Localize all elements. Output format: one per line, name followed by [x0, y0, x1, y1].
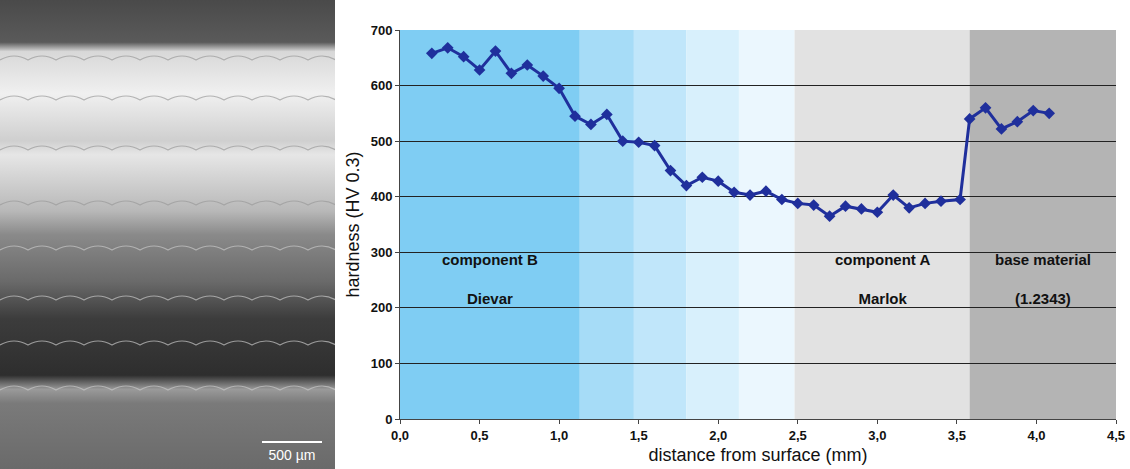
svg-text:0: 0	[385, 412, 392, 427]
svg-text:base material(1.2343): base material(1.2343)	[995, 251, 1091, 307]
svg-text:4,0: 4,0	[1027, 428, 1045, 443]
svg-text:3,0: 3,0	[868, 428, 886, 443]
svg-text:200: 200	[371, 300, 393, 315]
svg-text:0,0: 0,0	[391, 428, 409, 443]
svg-text:500 µm: 500 µm	[269, 447, 316, 463]
svg-text:3,5: 3,5	[948, 428, 966, 443]
svg-text:component AMarlok: component AMarlok	[835, 251, 930, 307]
svg-text:500: 500	[371, 134, 393, 149]
svg-text:0,5: 0,5	[471, 428, 489, 443]
svg-text:4,5: 4,5	[1107, 428, 1125, 443]
svg-text:300: 300	[371, 245, 393, 260]
svg-text:2,5: 2,5	[789, 428, 807, 443]
svg-text:700: 700	[371, 23, 393, 38]
svg-text:component BDievar: component BDievar	[442, 251, 538, 307]
svg-text:hardness (HV 0.3): hardness (HV 0.3)	[343, 151, 363, 297]
svg-text:100: 100	[371, 356, 393, 371]
svg-text:distance from surface (mm): distance from surface (mm)	[648, 445, 867, 465]
svg-text:1,0: 1,0	[550, 428, 568, 443]
svg-text:2,0: 2,0	[709, 428, 727, 443]
svg-text:600: 600	[371, 78, 393, 93]
svg-text:1,5: 1,5	[630, 428, 648, 443]
svg-text:400: 400	[371, 189, 393, 204]
